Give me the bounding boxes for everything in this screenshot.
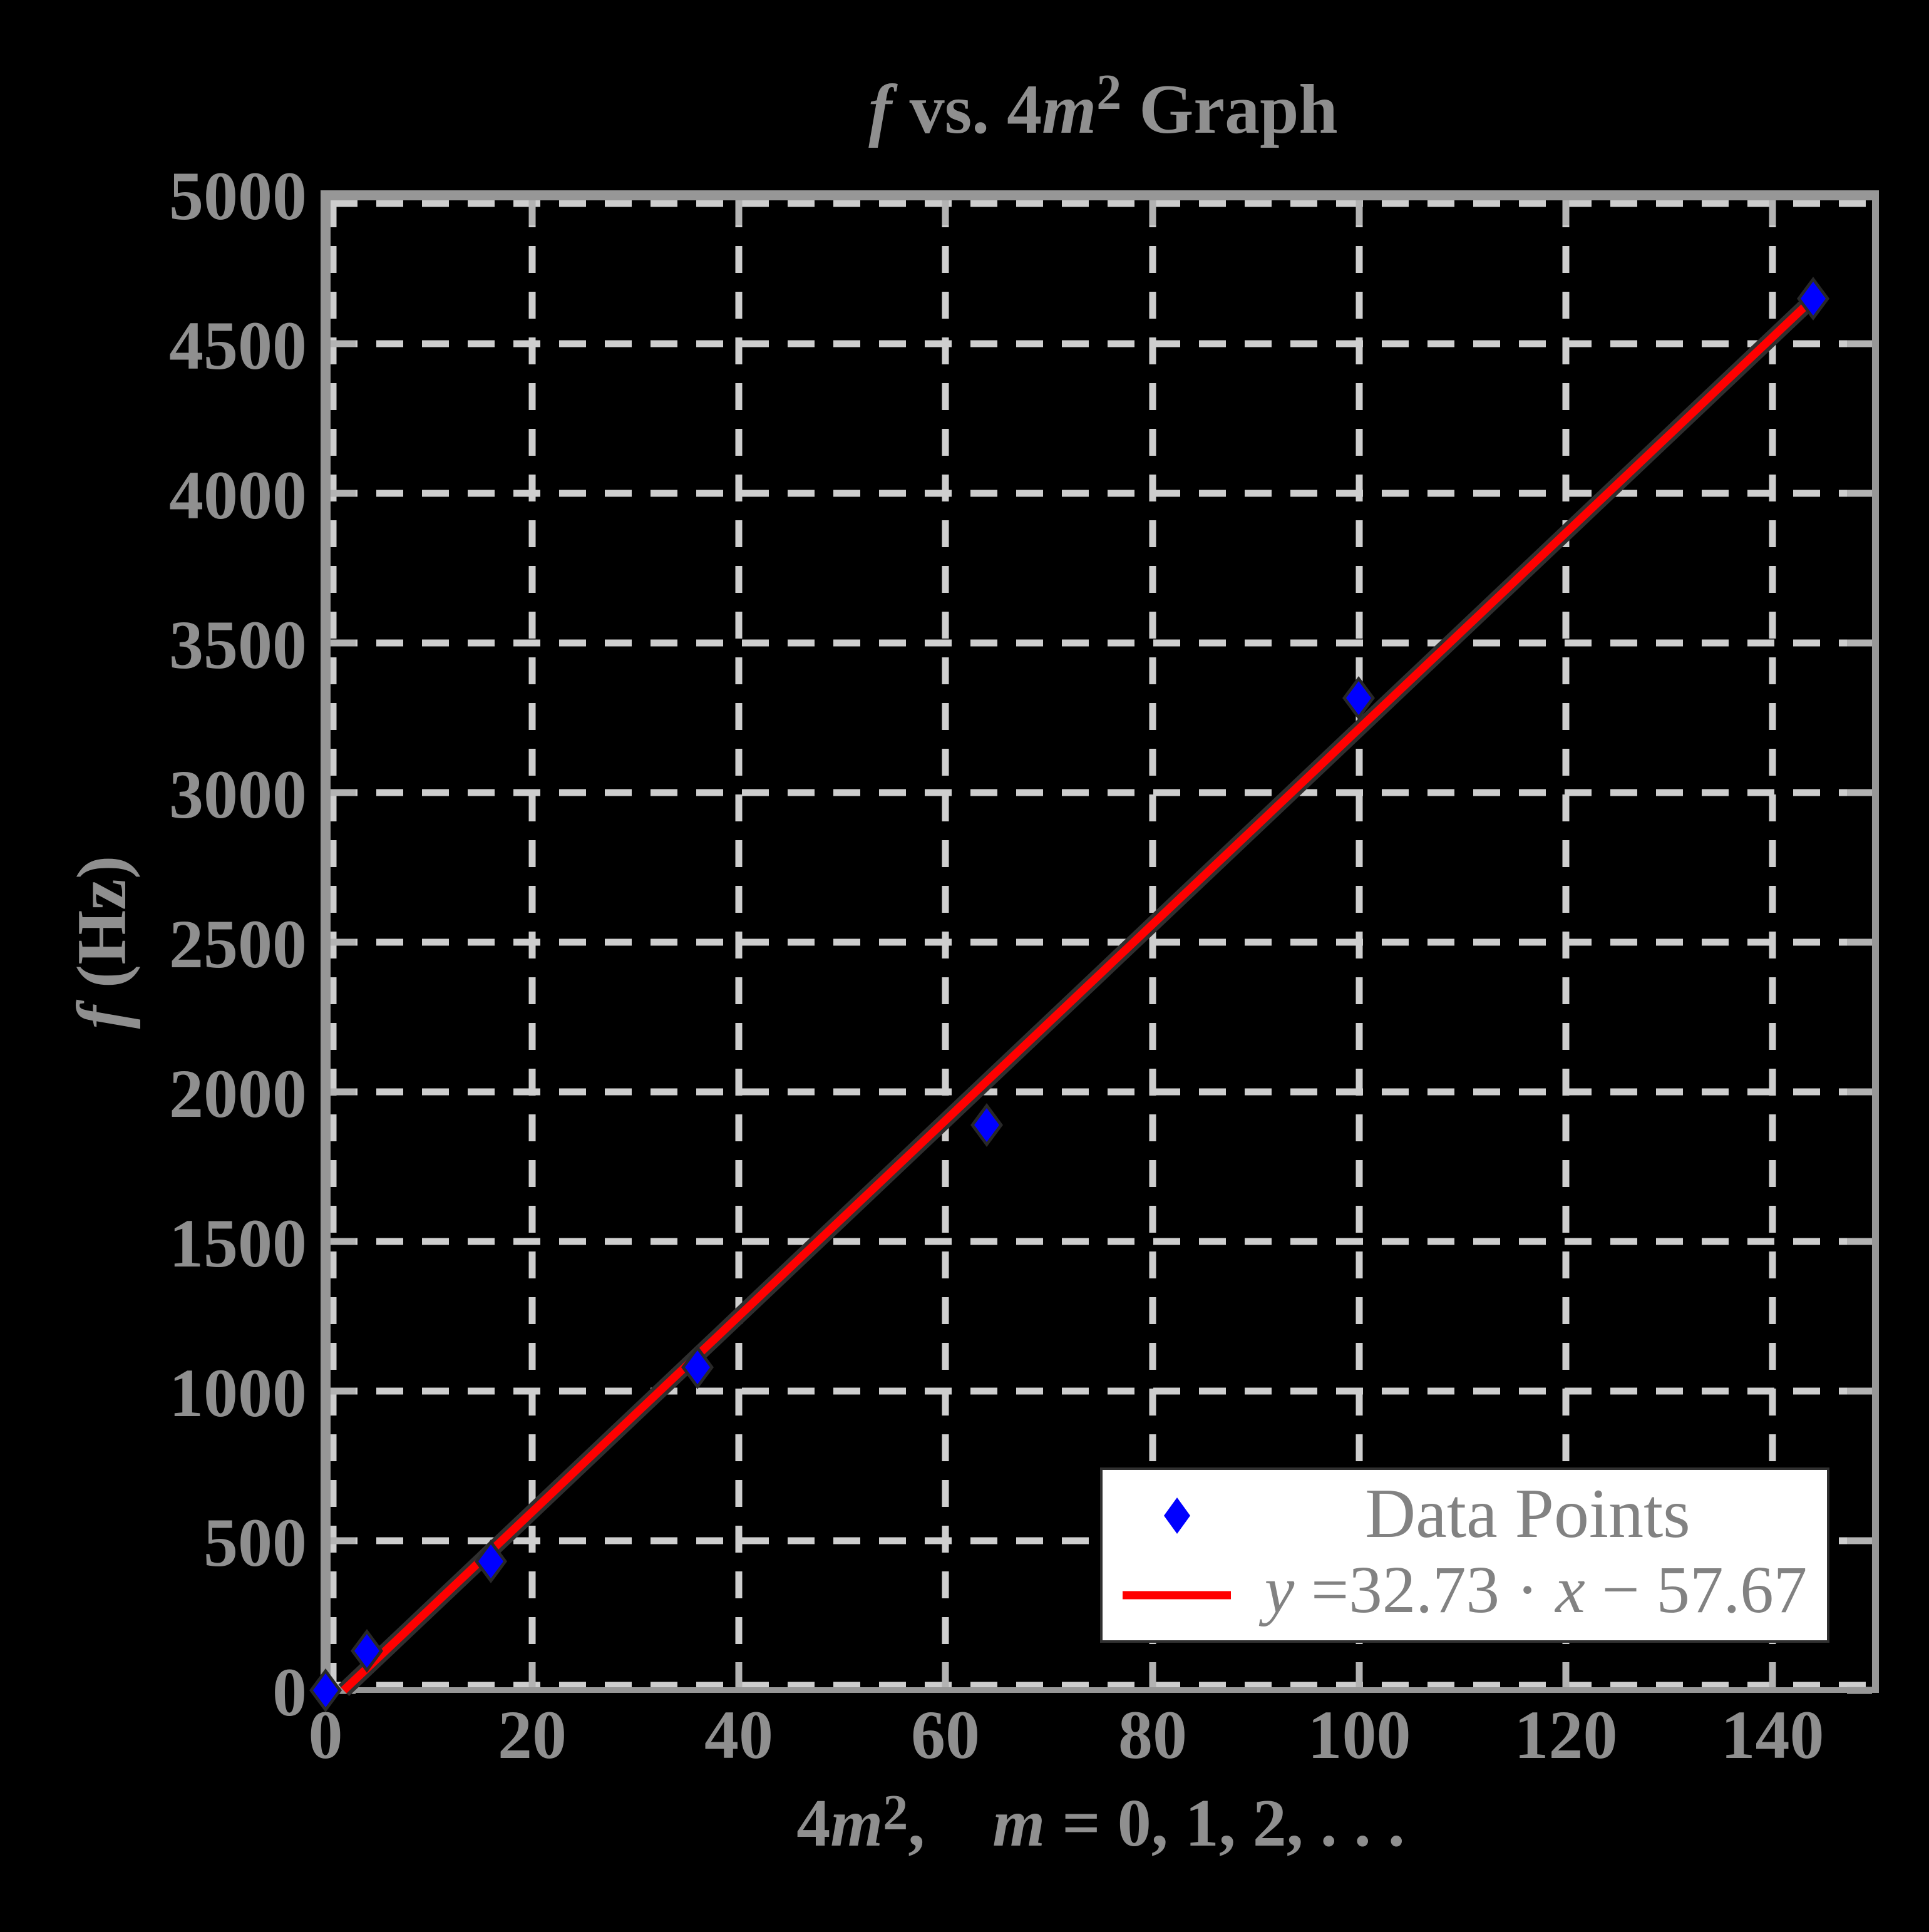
svg-text:2500: 2500 <box>169 906 307 982</box>
svg-text:120: 120 <box>1515 1697 1618 1773</box>
svg-text:60: 60 <box>911 1697 980 1773</box>
svg-text:500: 500 <box>203 1504 307 1581</box>
svg-text:2000: 2000 <box>169 1056 307 1132</box>
svg-text:f (Hz): f (Hz) <box>63 856 141 1029</box>
svg-text:5000: 5000 <box>169 158 307 234</box>
svg-text:3000: 3000 <box>169 756 307 833</box>
svg-text:y =32.73 · x − 57.67: y =32.73 · x − 57.67 <box>1259 1553 1808 1627</box>
svg-text:140: 140 <box>1721 1697 1824 1773</box>
svg-text:4m2, m = 0, 1, 2, . . .: 4m2, m = 0, 1, 2, . . . <box>796 1786 1405 1861</box>
svg-text:0: 0 <box>272 1654 307 1730</box>
svg-text:80: 80 <box>1118 1697 1187 1773</box>
svg-text:3500: 3500 <box>169 607 307 683</box>
svg-text:Data Points: Data Points <box>1365 1475 1690 1553</box>
svg-text:1500: 1500 <box>169 1205 307 1282</box>
svg-text:1000: 1000 <box>169 1355 307 1431</box>
svg-text:4500: 4500 <box>169 307 307 384</box>
svg-text:40: 40 <box>704 1697 773 1773</box>
svg-text:20: 20 <box>498 1697 567 1773</box>
svg-text:4000: 4000 <box>169 457 307 533</box>
svg-text:100: 100 <box>1308 1697 1411 1773</box>
svg-text:0: 0 <box>309 1697 343 1773</box>
